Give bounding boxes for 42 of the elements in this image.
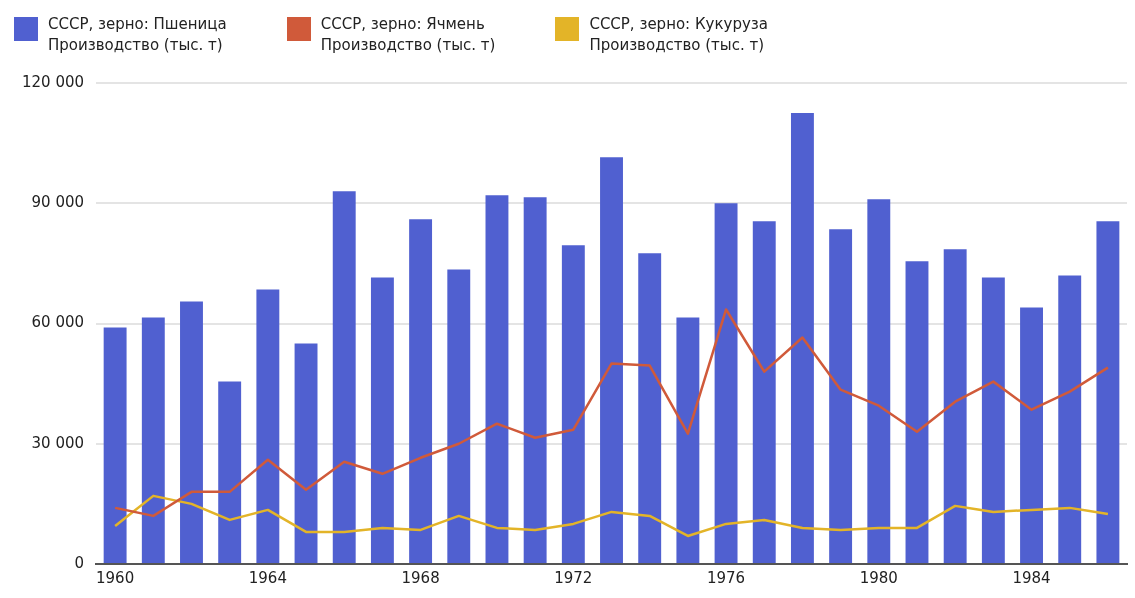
bar: [370, 277, 394, 563]
x-tick-label: 1968: [401, 568, 440, 587]
legend-label: СССР, зерно: Пшеница Производство (тыс. т): [48, 14, 227, 56]
bar: [294, 343, 318, 563]
y-tick-label: 120 000: [22, 72, 85, 91]
bar: [256, 289, 280, 563]
bar: [409, 219, 433, 563]
bar: [1020, 307, 1043, 563]
bar: [790, 113, 814, 563]
bar: [180, 301, 203, 563]
bar: [905, 261, 929, 563]
bar: [447, 269, 471, 563]
legend-label: СССР, зерно: Кукуруза Производство (тыс. т): [589, 14, 768, 56]
bar: [676, 317, 700, 563]
bar: [218, 381, 242, 563]
x-tick-label: 1972: [554, 568, 593, 587]
y-tick-label: 90 000: [31, 193, 85, 212]
bar: [523, 197, 547, 563]
y-tick-label: 60 000: [31, 313, 85, 332]
bar: [1096, 221, 1120, 563]
y-tick-label: 0: [74, 553, 85, 572]
legend-label: СССР, зерно: Ячмень Производство (тыс. т): [320, 14, 496, 56]
bar: [141, 317, 165, 563]
x-tick-label: 1984: [1012, 568, 1051, 587]
bar: [1058, 275, 1082, 563]
bar: [103, 327, 127, 563]
bar: [638, 253, 662, 563]
bar: [561, 245, 585, 563]
bar: [981, 277, 1005, 563]
bar: [752, 221, 776, 563]
bar: [485, 195, 509, 563]
bar: [714, 203, 738, 563]
x-tick-label: 1964: [248, 568, 287, 587]
x-tick-label: 1976: [706, 568, 746, 587]
bar: [943, 249, 967, 563]
bar: [867, 199, 891, 563]
bar: [332, 191, 356, 563]
x-tick-label: 1960: [96, 568, 135, 587]
bar: [829, 229, 853, 563]
y-tick-label: 30 000: [31, 433, 85, 452]
bar: [600, 157, 623, 563]
x-tick-label: 1980: [859, 568, 898, 587]
